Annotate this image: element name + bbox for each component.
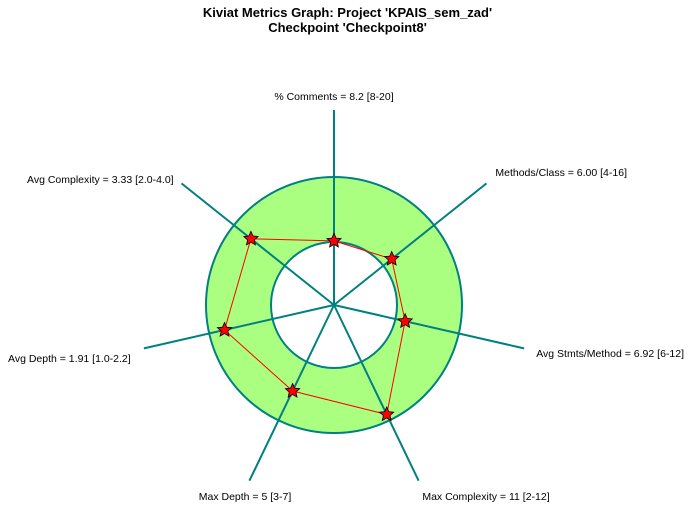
data-point-marker bbox=[216, 321, 233, 337]
axis-label: Max Depth = 5 [3-7] bbox=[199, 491, 292, 503]
axis-line bbox=[333, 304, 525, 350]
data-point-marker bbox=[284, 382, 301, 398]
axis-line bbox=[333, 182, 488, 306]
data-point-marker bbox=[397, 312, 414, 329]
range-band bbox=[206, 177, 462, 433]
data-point-marker bbox=[325, 232, 343, 248]
axis-label: Avg Depth = 1.91 [1.0-2.2] bbox=[8, 353, 131, 365]
axis-label: Max Complexity = 11 [2-12] bbox=[422, 491, 549, 503]
axis-line bbox=[180, 182, 335, 306]
axis-label: % Comments = 8.2 [8-20] bbox=[274, 91, 393, 103]
axis-label: Methods/Class = 6.00 [4-16] bbox=[495, 167, 627, 179]
metric-polygon bbox=[223, 238, 406, 416]
chart-title: Kiviat Metrics Graph: Project 'KPAIS_sem… bbox=[202, 5, 493, 20]
data-point-marker bbox=[378, 406, 395, 422]
axis-label: Avg Complexity = 3.33 [2.0-4.0] bbox=[27, 174, 174, 186]
axis-line bbox=[143, 304, 335, 350]
axis-label: Avg Stmts/Method = 6.92 [6-12] bbox=[536, 348, 684, 360]
data-point-marker bbox=[242, 230, 260, 246]
data-point-marker bbox=[383, 250, 400, 266]
chart-subtitle: Checkpoint 'Checkpoint8' bbox=[268, 20, 427, 35]
axis-line bbox=[333, 304, 420, 482]
